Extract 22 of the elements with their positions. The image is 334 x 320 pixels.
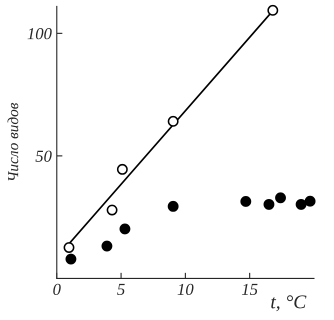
x-tick-label: 0 [53, 284, 61, 295]
point [64, 242, 74, 253]
x-tick-label: 10 [178, 284, 194, 295]
point [240, 196, 252, 207]
y-axis-title: Число видов [8, 102, 18, 180]
x-tick-label: 15 [242, 284, 258, 295]
point [168, 116, 179, 127]
point [304, 196, 316, 207]
point [66, 254, 76, 264]
y-tick-label: 100 [28, 28, 52, 40]
point [275, 192, 286, 204]
y-tick-label: 50 [36, 150, 52, 162]
x-axis-title: t, °C [271, 295, 306, 312]
point [267, 4, 278, 16]
point [296, 198, 307, 210]
point [168, 200, 179, 212]
point [102, 240, 112, 252]
point [116, 164, 128, 175]
x-tick-label: 5 [117, 284, 125, 295]
point [120, 223, 130, 234]
point [106, 204, 118, 216]
point [264, 198, 274, 210]
